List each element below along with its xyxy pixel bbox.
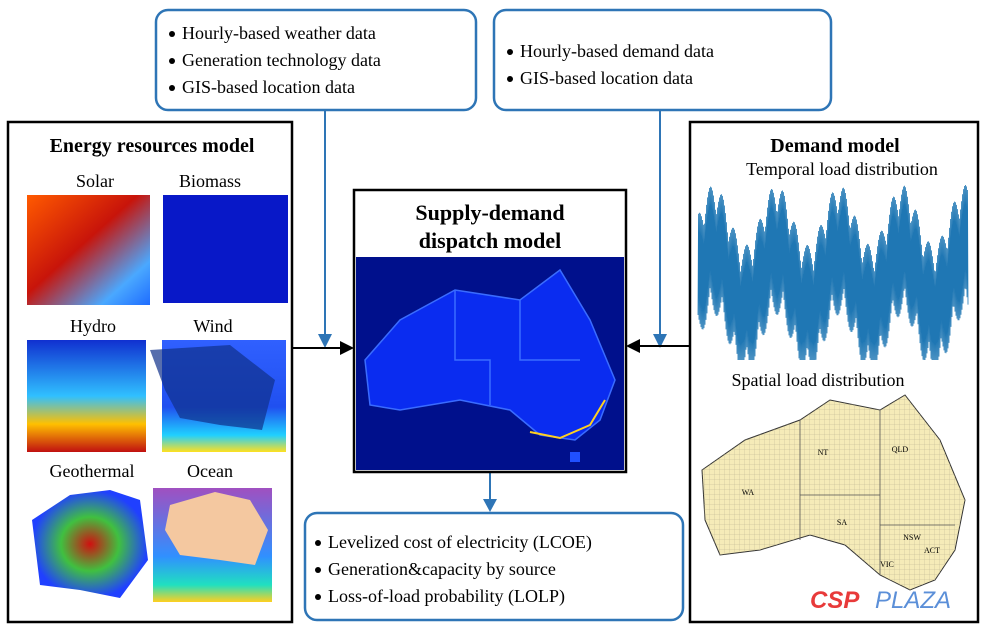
resource-inputs: Hourly-based weather data Generation tech… bbox=[169, 23, 381, 97]
watermark: PLAZA bbox=[875, 587, 951, 614]
outputs: Levelized cost of electricity (LCOE) Gene… bbox=[315, 532, 592, 607]
bullet-text: Levelized cost of electricity (LCOE) bbox=[328, 532, 592, 553]
output-box bbox=[303, 511, 685, 622]
bullet bbox=[169, 58, 175, 64]
bullet-text: Hourly-based weather data bbox=[182, 23, 376, 43]
resource-label: Wind bbox=[193, 316, 232, 336]
resource-labels: Solar Biomass Hydro Wind Geothermal Ocean bbox=[50, 171, 241, 481]
bullet-text: GIS-based location data bbox=[182, 77, 355, 97]
region-label: VIC bbox=[880, 560, 894, 569]
dispatch-map bbox=[356, 257, 624, 470]
bullet bbox=[315, 540, 321, 546]
dispatch-title: dispatch model bbox=[419, 228, 561, 253]
bullet bbox=[315, 567, 321, 573]
region-label: WA bbox=[742, 488, 755, 497]
resource-label: Geothermal bbox=[50, 461, 135, 481]
resource-maps bbox=[27, 195, 288, 602]
region-label: QLD bbox=[892, 445, 909, 454]
region-label: SA bbox=[837, 518, 847, 527]
resource-label: Biomass bbox=[179, 171, 241, 191]
bullet-text: Generation&capacity by source bbox=[328, 559, 556, 579]
load-curve bbox=[697, 184, 969, 361]
demand-model-title: Demand model bbox=[770, 135, 900, 157]
bullet-text: Loss-of-load probability (LOLP) bbox=[328, 586, 565, 607]
bullet-text: Generation technology data bbox=[182, 50, 381, 70]
spatial-label: Spatial load distribution bbox=[732, 370, 905, 390]
resource-label: Ocean bbox=[187, 461, 233, 481]
bullet bbox=[169, 85, 175, 91]
region-label: ACT bbox=[924, 546, 940, 555]
dispatch-title: Supply-demand bbox=[415, 200, 564, 225]
resource-label: Hydro bbox=[70, 316, 116, 336]
resource-input-box bbox=[154, 8, 478, 112]
demand-input-box bbox=[492, 8, 833, 112]
bullet-text: GIS-based location data bbox=[520, 68, 693, 88]
bullet-text: Hourly-based demand data bbox=[520, 41, 714, 61]
region-label: NT bbox=[818, 448, 829, 457]
temporal-label: Temporal load distribution bbox=[746, 159, 938, 179]
bullet bbox=[169, 31, 175, 37]
bullet bbox=[315, 594, 321, 600]
demand-inputs: Hourly-based demand data GIS-based locati… bbox=[507, 41, 714, 88]
bullet bbox=[507, 76, 513, 82]
watermark: CSP bbox=[810, 587, 860, 614]
bullet bbox=[507, 49, 513, 55]
energy-model-title: Energy resources model bbox=[50, 135, 255, 157]
resource-label: Solar bbox=[76, 171, 114, 191]
spatial-map bbox=[701, 394, 966, 591]
arrows bbox=[292, 110, 690, 512]
region-label: NSW bbox=[903, 533, 921, 542]
